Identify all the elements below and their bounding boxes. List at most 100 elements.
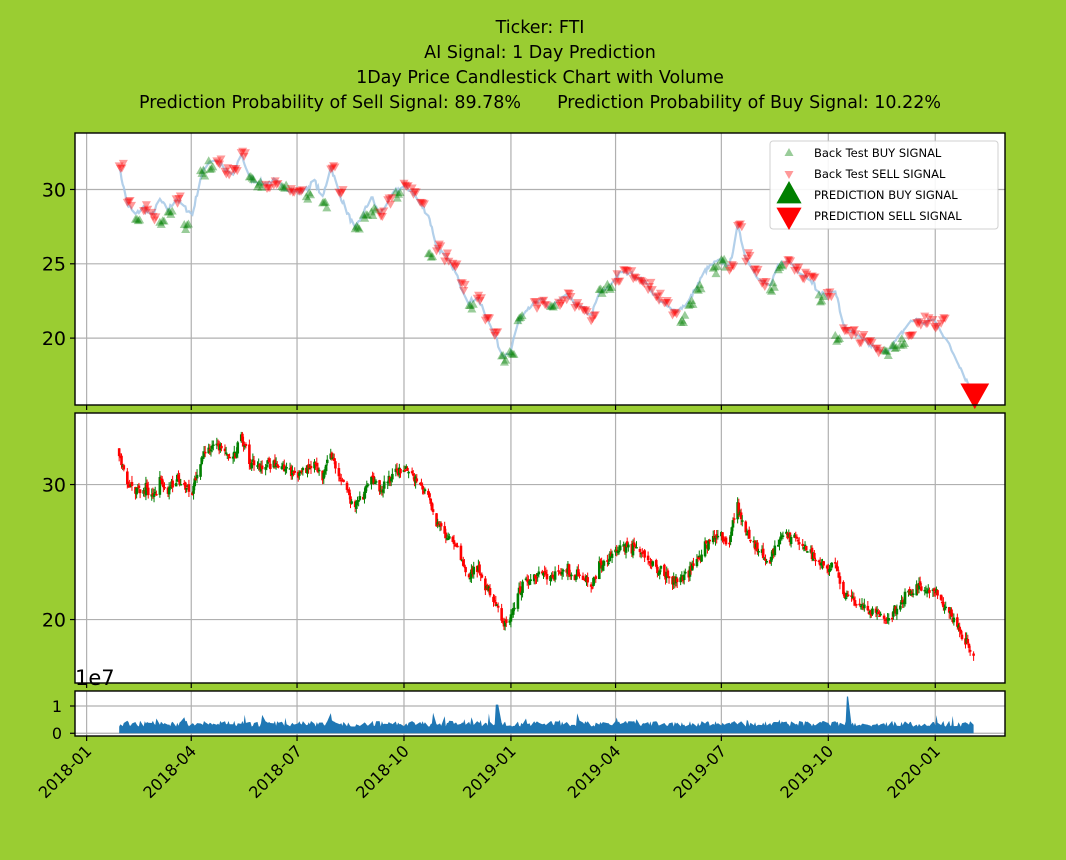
candle-body: [470, 569, 473, 579]
sell-signal-marker: [661, 298, 671, 307]
sell-signal-marker: [646, 278, 656, 287]
candle-body: [545, 573, 549, 580]
sell-signal-marker: [651, 293, 661, 302]
buy-signal-marker: [358, 210, 368, 219]
candle-body: [711, 535, 715, 543]
sell-signal-marker: [480, 316, 490, 325]
x-tick-label: 2019-01: [459, 741, 520, 802]
candle-body: [622, 544, 625, 547]
candle-body: [439, 523, 443, 527]
candle-body: [378, 480, 381, 492]
sell-signal-marker: [571, 301, 581, 310]
sell-signal-marker: [578, 305, 588, 314]
candle-body: [536, 573, 539, 577]
buy-signal-marker: [895, 340, 905, 349]
sell-signal-marker: [327, 164, 337, 173]
legend-backtest-marker: [784, 148, 794, 156]
candle-body: [892, 611, 895, 617]
buy-signal-marker: [889, 340, 899, 349]
candle-body: [761, 548, 765, 558]
candle-body: [654, 560, 658, 567]
y-tick-label: 30: [42, 179, 66, 201]
sell-signal-marker: [628, 275, 638, 284]
candle-body: [275, 464, 279, 467]
candle-body: [345, 482, 349, 490]
sell-signal-marker: [418, 199, 428, 208]
candle-body: [399, 468, 402, 474]
x-tick-label: 2019-10: [776, 741, 837, 802]
buy-signal-marker: [499, 357, 509, 366]
x-tick-label: 2018-07: [245, 741, 306, 802]
candle-body: [415, 478, 419, 482]
sell-signal-marker: [757, 279, 767, 288]
buy-signal-marker: [765, 285, 775, 294]
candle-body: [638, 548, 642, 553]
candle-body: [551, 574, 555, 578]
sell-signal-marker: [588, 315, 598, 324]
buy-signal-marker: [366, 207, 376, 216]
candle-body: [651, 561, 655, 566]
sell-signal-marker: [841, 326, 851, 335]
candle-body: [695, 559, 699, 567]
candle-body: [541, 571, 544, 574]
candle-body: [594, 576, 598, 579]
buy-signal-marker: [426, 252, 436, 261]
candle-body: [308, 467, 312, 470]
sell-signal-marker: [761, 278, 771, 287]
candle-body: [260, 465, 264, 470]
candle-body: [435, 513, 438, 527]
candle-body: [597, 561, 601, 580]
sell-signal-marker: [857, 333, 867, 342]
candle-body: [917, 582, 921, 590]
sell-signal-marker: [864, 338, 874, 347]
buy-signal-marker: [834, 333, 844, 342]
sell-signal-marker: [417, 199, 427, 208]
candle-body: [814, 559, 817, 562]
buy-signal-marker: [352, 221, 362, 230]
sell-signal-marker: [790, 266, 800, 275]
buy-signal-marker: [205, 164, 215, 173]
candle-body: [777, 544, 780, 547]
candle-body: [959, 629, 963, 634]
candle-body: [578, 574, 581, 577]
sell-signal-marker: [838, 324, 848, 333]
sell-signal-marker: [784, 256, 794, 265]
buy-signal-marker: [775, 263, 785, 272]
buy-signal-marker: [517, 311, 527, 320]
candle-body: [137, 485, 141, 489]
buy-signal-marker: [887, 341, 897, 350]
sell-signal-marker: [228, 164, 238, 173]
buy-signal-marker: [244, 172, 254, 181]
candle-body: [430, 502, 434, 511]
sell-signal-marker: [286, 185, 296, 194]
candle-body: [223, 448, 227, 452]
sell-signal-marker: [326, 165, 336, 174]
candle-body: [128, 485, 131, 488]
legend-prediction-marker: [776, 207, 802, 230]
candle-body: [504, 619, 508, 623]
sell-signal-marker: [236, 149, 246, 158]
candle-body: [770, 556, 773, 562]
candle-body: [403, 469, 407, 472]
buy-signal-marker: [163, 207, 173, 216]
candle-body: [680, 575, 684, 578]
candle-body: [843, 592, 846, 598]
x-tick-label: 2019-04: [564, 741, 625, 802]
sell-signal-marker: [265, 184, 275, 193]
panel-frame: [74, 132, 1006, 406]
sell-signal-marker: [272, 180, 282, 189]
candle-body: [494, 602, 498, 607]
sell-signal-marker: [441, 252, 451, 261]
candle-body: [529, 579, 532, 581]
sell-signal-marker: [843, 326, 853, 335]
sell-signal-marker: [383, 196, 393, 205]
sell-signal-marker: [913, 320, 923, 329]
sell-signal-marker: [434, 240, 444, 249]
buy-signal-marker: [594, 284, 604, 293]
candle-body: [169, 486, 172, 489]
buy-signal-marker: [249, 175, 259, 184]
candle-body: [464, 567, 467, 573]
candle-body: [643, 550, 646, 558]
sell-signal-marker: [653, 292, 663, 301]
sell-signal-marker: [433, 244, 443, 253]
